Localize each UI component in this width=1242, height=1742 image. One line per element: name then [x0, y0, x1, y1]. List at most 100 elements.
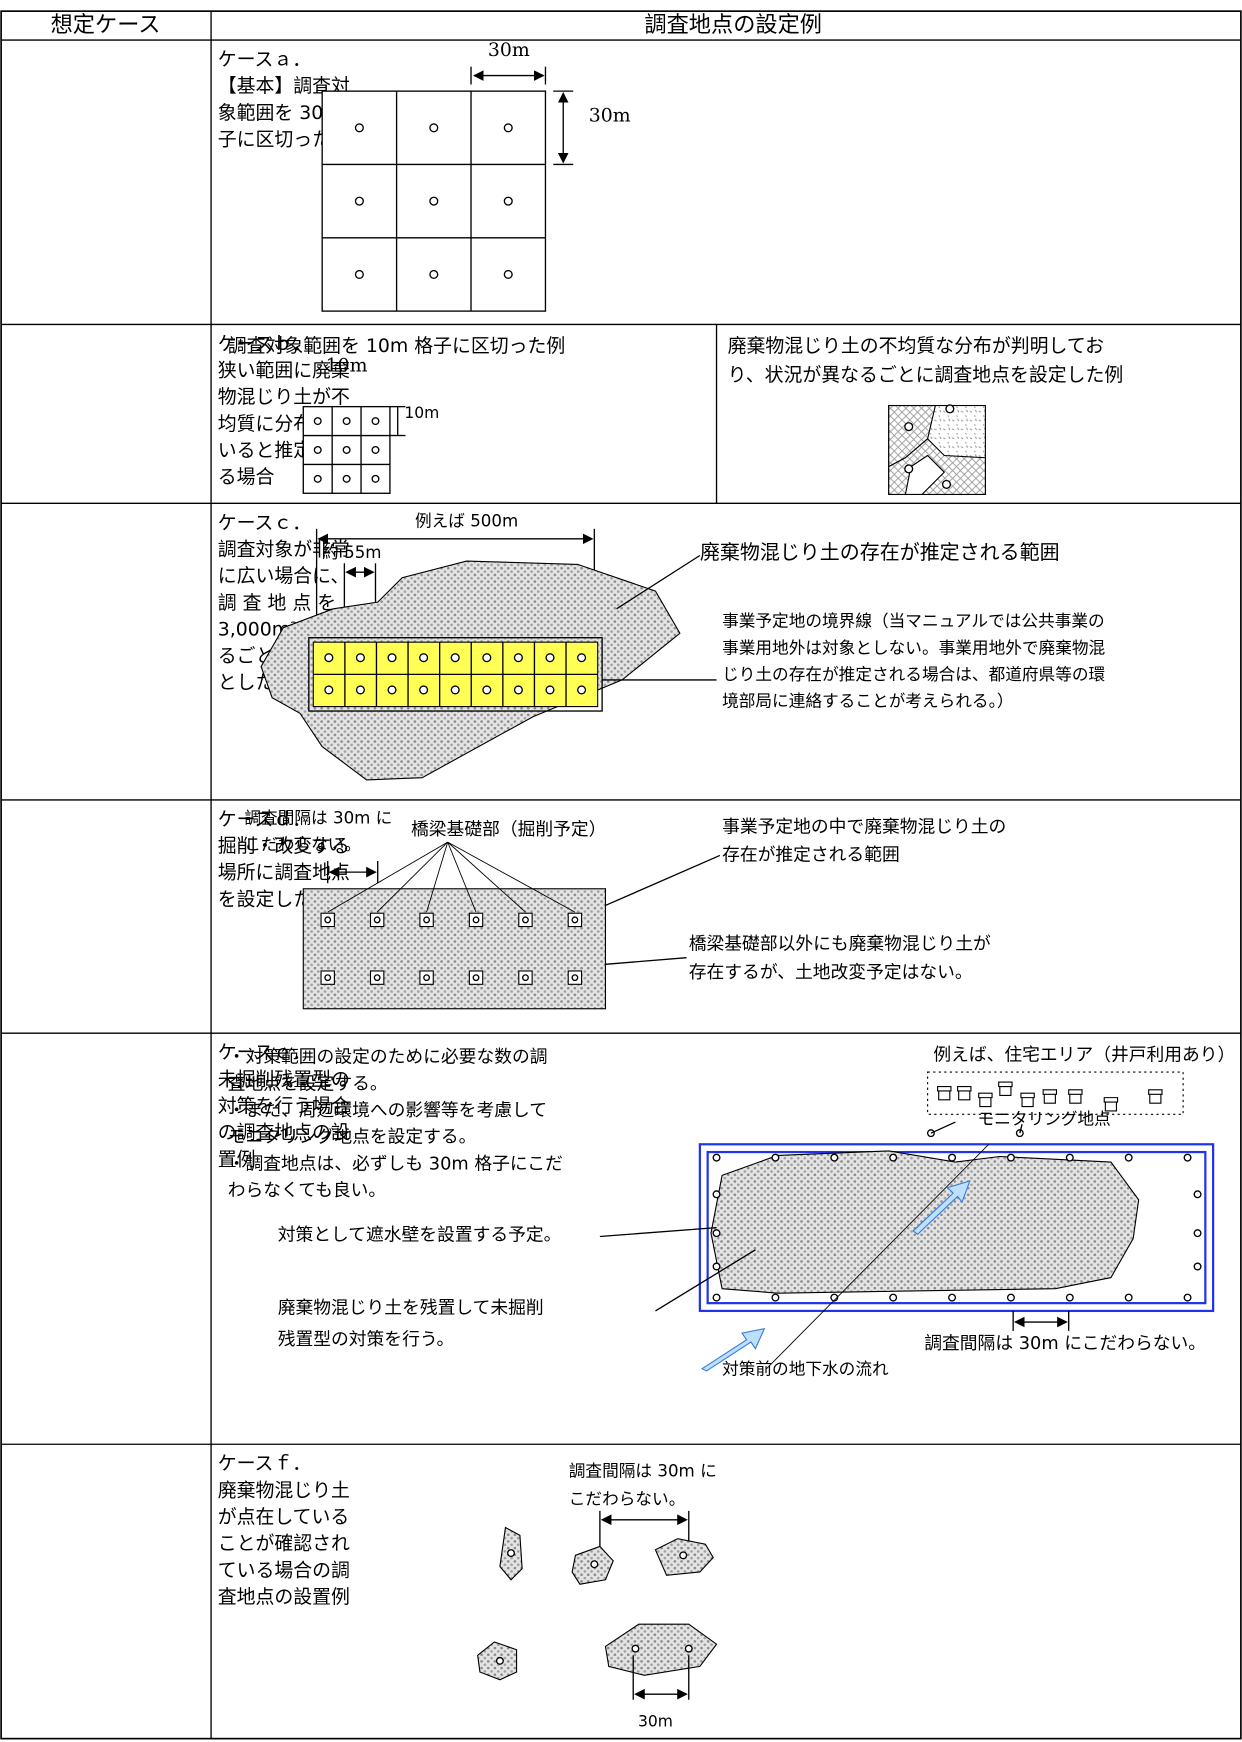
survey-point — [342, 474, 351, 483]
survey-point — [324, 916, 332, 924]
survey-point — [889, 1153, 898, 1162]
case-label: ことが確認され — [218, 1533, 350, 1555]
survey-point — [373, 974, 381, 982]
zone — [904, 454, 946, 495]
note-text: 事業用地外は対象としない。事業用地外で廃棄物混 — [722, 638, 1105, 657]
leader-line — [766, 1143, 990, 1370]
house — [1068, 1089, 1083, 1104]
survey-point — [324, 974, 332, 982]
case-label: が点在している — [218, 1506, 350, 1528]
survey-point — [1183, 1293, 1192, 1302]
note-text: り、状況が異なるごとに調査地点を設定した例 — [728, 364, 1124, 386]
case-label: ケースａ． — [218, 49, 311, 71]
survey-point — [941, 479, 952, 489]
note-text: 存在が推定される範囲 — [722, 844, 900, 865]
survey-point — [545, 653, 555, 663]
case-label: 掘削・改変する — [218, 835, 350, 857]
note-text: わらなくても良い。 — [228, 1180, 386, 1201]
house — [1148, 1089, 1163, 1104]
house — [957, 1085, 972, 1101]
survey-point — [450, 653, 460, 663]
leader-line — [655, 1249, 756, 1312]
survey-point — [712, 1262, 721, 1271]
note-text: 事業予定地の中で廃棄物混じり土の — [722, 817, 1006, 838]
survey-point — [1124, 1153, 1133, 1162]
header-cell: 想定ケース — [51, 12, 161, 38]
barrier-wall — [706, 1150, 1207, 1305]
survey-point — [577, 685, 587, 695]
note-text: 調査間隔は 30m に — [569, 1462, 717, 1481]
case-label: 廃棄物混じり土 — [218, 1479, 350, 1501]
note-text: 対策として遮水壁を設置する予定。 — [278, 1224, 562, 1245]
house — [1042, 1089, 1058, 1104]
note-text: 存在するが、土地改変予定はない。 — [689, 962, 973, 983]
leader-line — [599, 1226, 717, 1238]
leader-line — [605, 956, 687, 965]
survey-point — [1065, 1293, 1074, 1302]
survey-point — [354, 123, 364, 133]
survey-point — [507, 1549, 516, 1558]
survey-point — [513, 653, 523, 663]
note-text: じり土の存在が推定される場合は、都道府県等の環 — [722, 665, 1105, 684]
survey-point — [712, 1190, 721, 1199]
survey-point — [342, 417, 351, 426]
line — [1019, 1124, 1023, 1134]
note-text: 30m — [638, 1712, 673, 1730]
leader-line — [327, 841, 448, 913]
survey-point — [373, 916, 381, 924]
survey-point — [313, 417, 322, 426]
header-cell: 調査地点の設定例 — [644, 12, 822, 38]
survey-point — [495, 1656, 504, 1665]
survey-point — [423, 974, 431, 982]
line — [930, 1121, 956, 1134]
note-text: 30m — [488, 39, 530, 61]
survey-point — [324, 685, 334, 695]
survey-point — [1065, 1153, 1074, 1162]
leader-line — [616, 554, 701, 610]
house — [998, 1081, 1013, 1096]
survey-point — [355, 685, 365, 695]
note-text: 例えば、住宅エリア（井戸利用あり） — [933, 1044, 1235, 1065]
leader-line — [447, 841, 526, 913]
survey-point — [513, 685, 523, 695]
leader-line — [426, 841, 449, 913]
survey-point — [503, 123, 513, 133]
case-label: ケースｆ． — [218, 1453, 311, 1475]
case-label: 置例 — [218, 1148, 256, 1170]
case-label: る場合 — [218, 466, 275, 488]
survey-point — [482, 685, 492, 695]
note-text: 対策前の地下水の流れ — [722, 1359, 889, 1378]
survey-point — [948, 1293, 957, 1302]
survey-point — [948, 1153, 957, 1162]
note-text: 調査間隔は 30m に — [244, 808, 392, 827]
note-text: ・調査地点は、必ずしも 30m 格子にこだ — [228, 1153, 563, 1174]
survey-point — [712, 1153, 721, 1162]
case-label: ている場合の調 — [218, 1559, 350, 1581]
survey-point — [1193, 1262, 1202, 1271]
note-text: こだわらない。 — [244, 835, 361, 854]
survey-point — [387, 685, 397, 695]
survey-point — [679, 1551, 688, 1560]
survey-point — [945, 404, 955, 414]
note-text: 境部局に連絡することが考えられる。） — [722, 692, 1013, 711]
case-label: 査地点の設置例 — [218, 1586, 350, 1608]
survey-point — [419, 653, 429, 663]
survey-point — [631, 1644, 640, 1653]
survey-point — [571, 974, 579, 982]
note-text: 例えば 500m — [415, 512, 518, 531]
house — [937, 1085, 952, 1101]
case-label: ケースｅ． — [218, 1042, 311, 1064]
waste-area — [604, 1623, 718, 1676]
survey-point — [712, 1293, 721, 1302]
waste-area — [302, 888, 607, 1010]
survey-point — [324, 653, 334, 663]
note-text: 橋梁基礎部以外にも廃棄物混じり土が — [689, 933, 991, 954]
leader-line — [447, 841, 477, 913]
survey-point — [904, 464, 914, 474]
survey-point — [354, 196, 364, 206]
note-text: 事業予定地の境界線（当マニュアルでは公共事業の — [722, 612, 1105, 631]
survey-point — [830, 1293, 839, 1302]
note-text: ・また、周辺環境への影響等を考慮して — [228, 1100, 547, 1121]
groundwater-flow — [912, 1180, 971, 1235]
